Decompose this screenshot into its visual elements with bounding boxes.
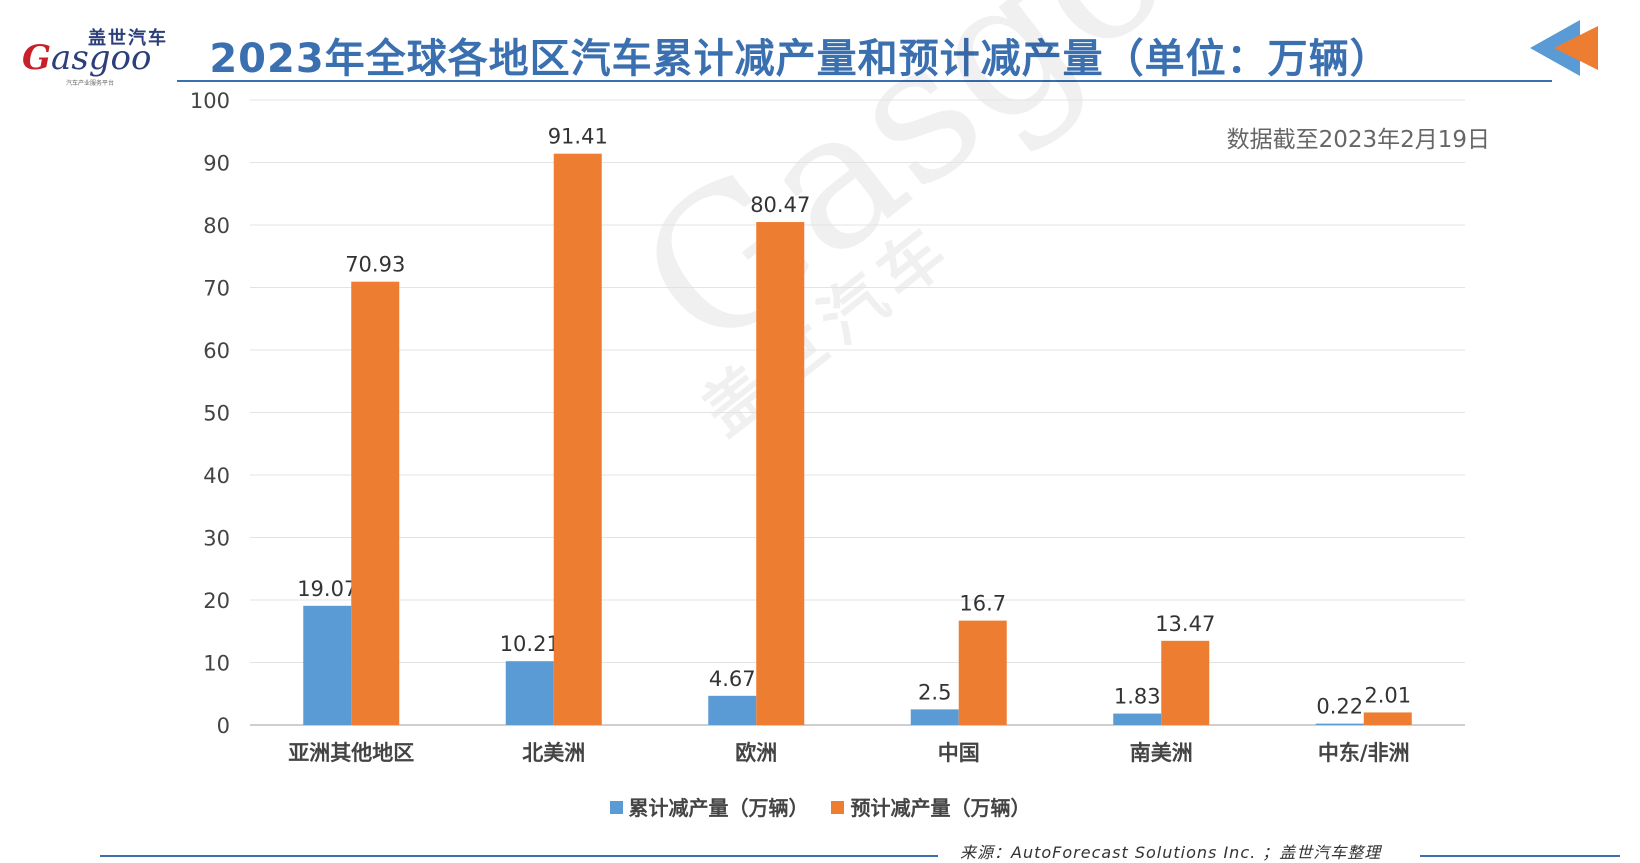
y-tick-label: 20 <box>203 589 230 613</box>
legend-swatch-forecast <box>831 801 845 814</box>
x-tick-label: 北美洲 <box>522 741 585 765</box>
data-label: 1.83 <box>1114 685 1161 709</box>
bar-forecast <box>1161 640 1210 725</box>
data-label: 19.07 <box>297 577 357 601</box>
corner-arrow-orange <box>1554 26 1598 70</box>
data-label: 2.5 <box>918 680 951 704</box>
footer-rule-right <box>1420 855 1620 857</box>
data-label: 70.93 <box>345 253 405 277</box>
bar-cumulative <box>1113 713 1162 725</box>
bar-chart: 0 10 20 30 40 50 60 70 80 90 100 19.07 70.93 亚洲其他地区 10… <box>190 89 1465 765</box>
legend-item-forecast: 预计减产量（万辆） <box>831 792 1030 821</box>
x-tick-label: 欧洲 <box>735 741 777 765</box>
y-tick-label: 30 <box>203 527 230 551</box>
source-note: 来源：AutoForecast Solutions Inc. ；盖世汽车整理 <box>960 843 1382 862</box>
bar-forecast <box>958 620 1007 725</box>
x-tick-label: 南美洲 <box>1130 741 1193 765</box>
data-label: 13.47 <box>1155 612 1215 636</box>
data-label: 10.21 <box>500 632 560 656</box>
y-tick-label: 100 <box>190 89 230 113</box>
data-label: 2.01 <box>1364 683 1411 707</box>
y-tick-label: 50 <box>203 402 230 426</box>
logo-wordmark-g: G <box>22 38 52 78</box>
data-label: 91.41 <box>548 125 608 149</box>
corner-arrow-icon <box>1530 20 1598 76</box>
y-tick-label: 10 <box>203 652 230 676</box>
bar-cumulative <box>303 605 352 725</box>
bar-cumulative <box>1315 723 1364 725</box>
gasgoo-logo: 盖世汽车 Gasgoo 汽车产业服务平台 <box>18 22 168 87</box>
x-tick-label: 中国 <box>938 741 980 765</box>
data-label: 0.22 <box>1316 695 1363 719</box>
legend-label-cumulative: 累计减产量（万辆） <box>628 796 809 820</box>
y-tick-label: 60 <box>203 339 230 363</box>
footer-rule-left <box>100 855 938 857</box>
bar-forecast <box>351 281 400 725</box>
y-tick-label: 0 <box>217 714 230 738</box>
chart-title: 2023年全球各地区汽车累计减产量和预计减产量（单位：万辆） <box>209 36 1391 82</box>
y-tick-label: 90 <box>203 152 230 176</box>
logo-wordmark: Gasgoo <box>22 38 151 78</box>
bar-cumulative <box>505 661 554 725</box>
legend-swatch-cumulative <box>609 801 623 814</box>
y-tick-label: 40 <box>203 464 230 488</box>
legend-item-cumulative: 累计减产量（万辆） <box>609 792 809 821</box>
data-label: 16.7 <box>959 592 1006 616</box>
title-underline <box>177 80 1552 82</box>
logo-wordmark-rest: asgoo <box>51 38 152 78</box>
bar-forecast <box>1363 712 1412 725</box>
bar-cumulative <box>910 709 959 725</box>
chart-legend: 累计减产量（万辆） 预计减产量（万辆） <box>0 792 1640 821</box>
data-label: 4.67 <box>709 667 756 691</box>
legend-label-forecast: 预计减产量（万辆） <box>850 796 1031 820</box>
x-tick-label: 中东/非洲 <box>1318 741 1410 765</box>
bar-forecast <box>553 153 602 725</box>
logo-tagline: 汽车产业服务平台 <box>66 80 115 87</box>
y-tick-label: 80 <box>203 214 230 238</box>
data-cutoff-note: 数据截至2023年2月19日 <box>1226 127 1490 153</box>
data-label: 80.47 <box>750 193 810 217</box>
logo-chinese-text: 盖世汽车 <box>88 28 168 49</box>
y-tick-label: 70 <box>203 277 230 301</box>
bar-cumulative <box>708 695 757 725</box>
bar-forecast <box>756 222 805 725</box>
x-tick-label: 亚洲其他地区 <box>288 741 414 765</box>
